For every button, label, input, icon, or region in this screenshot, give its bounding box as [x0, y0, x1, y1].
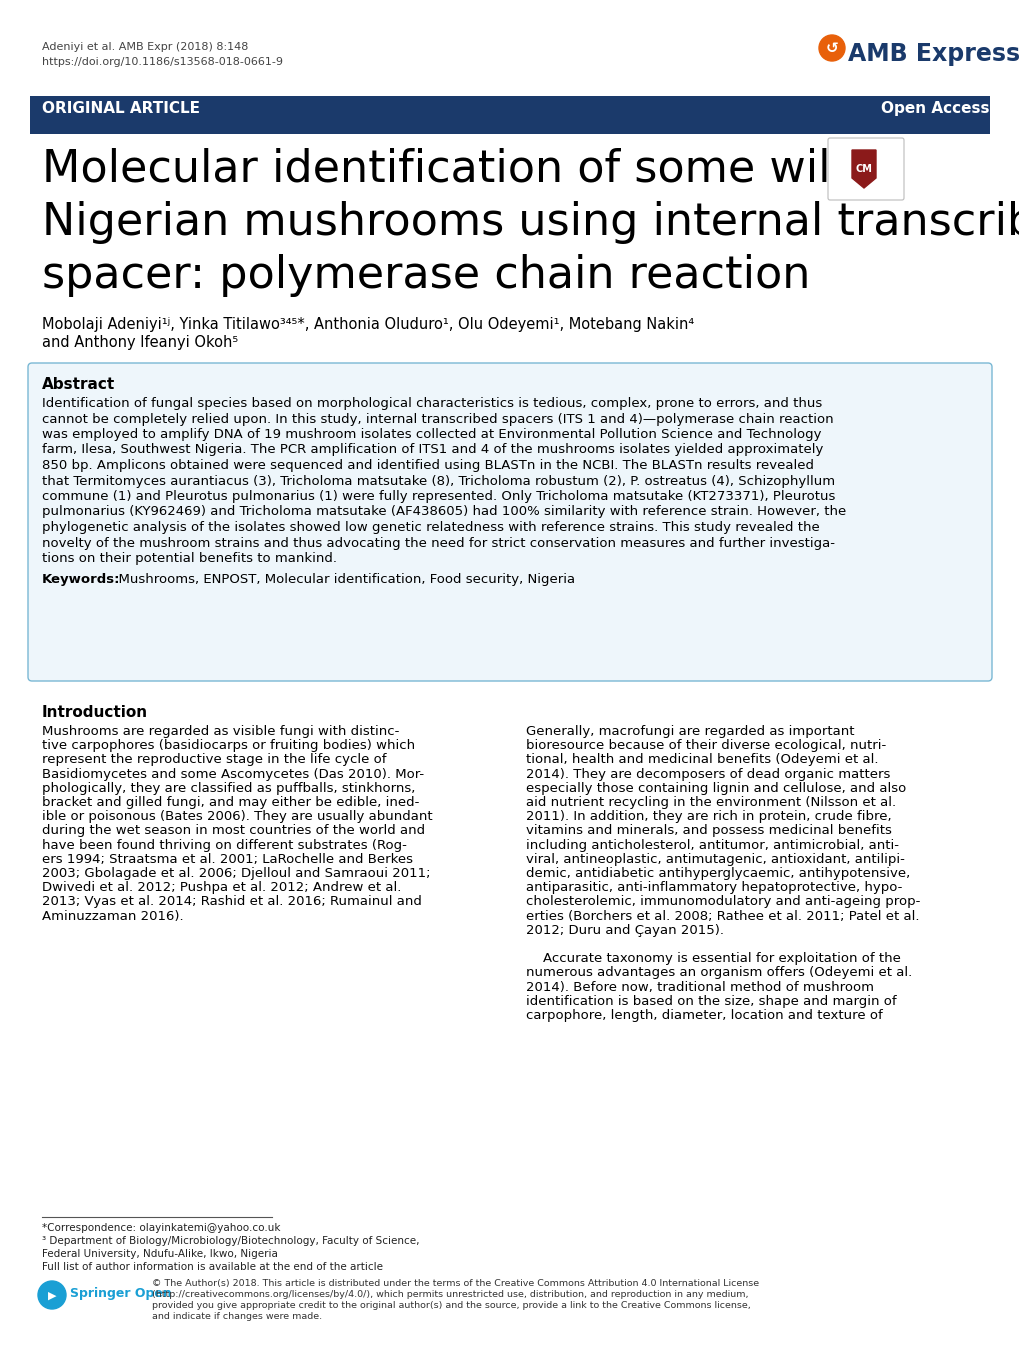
Text: antiparasitic, anti-inflammatory hepatoprotective, hypo-: antiparasitic, anti-inflammatory hepatop…: [526, 881, 902, 894]
Text: including anticholesterol, antitumor, antimicrobial, anti-: including anticholesterol, antitumor, an…: [526, 839, 898, 851]
Text: especially those containing lignin and cellulose, and also: especially those containing lignin and c…: [526, 782, 905, 795]
Text: represent the reproductive stage in the life cycle of: represent the reproductive stage in the …: [42, 753, 386, 767]
Text: bracket and gilled fungi, and may either be edible, ined-: bracket and gilled fungi, and may either…: [42, 795, 419, 809]
Text: *Correspondence: olayinkatemi@yahoo.co.uk: *Correspondence: olayinkatemi@yahoo.co.u…: [42, 1224, 280, 1233]
Circle shape: [818, 35, 844, 61]
Text: phylogenetic analysis of the isolates showed low genetic relatedness with refere: phylogenetic analysis of the isolates sh…: [42, 522, 819, 534]
Text: commune (1) and Pleurotus pulmonarius (1) were fully represented. Only Tricholom: commune (1) and Pleurotus pulmonarius (1…: [42, 491, 835, 503]
Text: Nigerian mushrooms using internal transcribed: Nigerian mushrooms using internal transc…: [42, 201, 1019, 244]
Text: 2011). In addition, they are rich in protein, crude fibre,: 2011). In addition, they are rich in pro…: [526, 810, 891, 824]
Text: 2014). They are decomposers of dead organic matters: 2014). They are decomposers of dead orga…: [526, 767, 890, 780]
FancyBboxPatch shape: [827, 138, 903, 201]
FancyBboxPatch shape: [28, 363, 991, 682]
Text: Mushrooms are regarded as visible fungi with distinc-: Mushrooms are regarded as visible fungi …: [42, 725, 399, 738]
Text: Basidiomycetes and some Ascomycetes (Das 2010). Mor-: Basidiomycetes and some Ascomycetes (Das…: [42, 767, 424, 780]
Text: bioresource because of their diverse ecological, nutri-: bioresource because of their diverse eco…: [526, 740, 886, 752]
Text: and Anthony Ifeanyi Okoh⁵: and Anthony Ifeanyi Okoh⁵: [42, 335, 238, 350]
Text: numerous advantages an organism offers (Odeyemi et al.: numerous advantages an organism offers (…: [526, 966, 911, 980]
Text: ers 1994; Straatsma et al. 2001; LaRochelle and Berkes: ers 1994; Straatsma et al. 2001; LaRoche…: [42, 852, 413, 866]
Text: 2014). Before now, traditional method of mushroom: 2014). Before now, traditional method of…: [526, 981, 873, 993]
Text: carpophore, length, diameter, location and texture of: carpophore, length, diameter, location a…: [526, 1009, 881, 1022]
Text: CrossMark: CrossMark: [842, 190, 889, 199]
Text: (http://creativecommons.org/licenses/by/4.0/), which permits unrestricted use, d: (http://creativecommons.org/licenses/by/…: [152, 1290, 748, 1299]
Text: CM: CM: [855, 164, 871, 173]
Text: that Termitomyces aurantiacus (3), Tricholoma matsutake (8), Tricholoma robustum: that Termitomyces aurantiacus (3), Trich…: [42, 474, 835, 488]
Text: Abstract: Abstract: [42, 377, 115, 392]
Text: Mushrooms, ENPOST, Molecular identification, Food security, Nigeria: Mushrooms, ENPOST, Molecular identificat…: [110, 573, 575, 587]
Text: erties (Borchers et al. 2008; Rathee et al. 2011; Patel et al.: erties (Borchers et al. 2008; Rathee et …: [526, 909, 918, 923]
Text: Adeniyi et al. AMB Expr (2018) 8:148: Adeniyi et al. AMB Expr (2018) 8:148: [42, 42, 249, 51]
Text: Keywords:: Keywords:: [42, 573, 120, 587]
Text: ↺: ↺: [824, 42, 838, 57]
Text: Dwivedi et al. 2012; Pushpa et al. 2012; Andrew et al.: Dwivedi et al. 2012; Pushpa et al. 2012;…: [42, 881, 401, 894]
Text: 850 bp. Amplicons obtained were sequenced and identified using BLASTn in the NCB: 850 bp. Amplicons obtained were sequence…: [42, 459, 813, 472]
Text: tions on their potential benefits to mankind.: tions on their potential benefits to man…: [42, 551, 336, 565]
Text: spacer: polymerase chain reaction: spacer: polymerase chain reaction: [42, 253, 809, 297]
Text: ible or poisonous (Bates 2006). They are usually abundant: ible or poisonous (Bates 2006). They are…: [42, 810, 432, 824]
Text: Generally, macrofungi are regarded as important: Generally, macrofungi are regarded as im…: [526, 725, 854, 738]
Text: Open Access: Open Access: [880, 102, 989, 117]
Text: Springer Open: Springer Open: [70, 1287, 171, 1299]
Text: novelty of the mushroom strains and thus advocating the need for strict conserva: novelty of the mushroom strains and thus…: [42, 537, 835, 550]
Text: ORIGINAL ARTICLE: ORIGINAL ARTICLE: [42, 102, 200, 117]
Text: aid nutrient recycling in the environment (Nilsson et al.: aid nutrient recycling in the environmen…: [526, 795, 896, 809]
Text: https://doi.org/10.1186/s13568-018-0661-9: https://doi.org/10.1186/s13568-018-0661-…: [42, 57, 282, 66]
Text: 2003; Gbolagade et al. 2006; Djelloul and Samraoui 2011;: 2003; Gbolagade et al. 2006; Djelloul an…: [42, 867, 430, 879]
Text: 2013; Vyas et al. 2014; Rashid et al. 2016; Rumainul and: 2013; Vyas et al. 2014; Rashid et al. 20…: [42, 896, 422, 908]
Text: was employed to amplify DNA of 19 mushroom isolates collected at Environmental P: was employed to amplify DNA of 19 mushro…: [42, 428, 820, 440]
Text: pulmonarius (KY962469) and Tricholoma matsutake (AF438605) had 100% similarity w: pulmonarius (KY962469) and Tricholoma ma…: [42, 505, 846, 519]
Text: 2012; Duru and Çayan 2015).: 2012; Duru and Çayan 2015).: [526, 924, 723, 936]
Text: Accurate taxonomy is essential for exploitation of the: Accurate taxonomy is essential for explo…: [526, 953, 900, 965]
Text: Full list of author information is available at the end of the article: Full list of author information is avail…: [42, 1262, 382, 1272]
Text: Federal University, Ndufu-Alike, Ikwo, Nigeria: Federal University, Ndufu-Alike, Ikwo, N…: [42, 1249, 277, 1259]
Text: Introduction: Introduction: [42, 705, 148, 720]
Text: provided you give appropriate credit to the original author(s) and the source, p: provided you give appropriate credit to …: [152, 1301, 750, 1310]
Text: vitamins and minerals, and possess medicinal benefits: vitamins and minerals, and possess medic…: [526, 824, 891, 837]
Text: have been found thriving on different substrates (Rog-: have been found thriving on different su…: [42, 839, 407, 851]
Text: cholesterolemic, immunomodulatory and anti-ageing prop-: cholesterolemic, immunomodulatory and an…: [526, 896, 919, 908]
Bar: [30, 96, 989, 134]
Text: identification is based on the size, shape and margin of: identification is based on the size, sha…: [526, 995, 896, 1008]
Text: demic, antidiabetic antihyperglycaemic, antihypotensive,: demic, antidiabetic antihyperglycaemic, …: [526, 867, 909, 879]
Text: phologically, they are classified as puffballs, stinkhorns,: phologically, they are classified as puf…: [42, 782, 415, 795]
Text: viral, antineoplastic, antimutagenic, antioxidant, antilipi-: viral, antineoplastic, antimutagenic, an…: [526, 852, 904, 866]
Text: Mobolaji Adeniyi¹ʲ, Yinka Titilawo³⁴⁵*, Anthonia Oluduro¹, Olu Odeyemi¹, Moteban: Mobolaji Adeniyi¹ʲ, Yinka Titilawo³⁴⁵*, …: [42, 317, 694, 332]
Text: Molecular identification of some wild: Molecular identification of some wild: [42, 148, 858, 191]
Text: Aminuzzaman 2016).: Aminuzzaman 2016).: [42, 909, 183, 923]
Circle shape: [38, 1280, 66, 1309]
Text: during the wet season in most countries of the world and: during the wet season in most countries …: [42, 824, 425, 837]
Text: cannot be completely relied upon. In this study, internal transcribed spacers (I: cannot be completely relied upon. In thi…: [42, 412, 833, 425]
Text: tional, health and medicinal benefits (Odeyemi et al.: tional, health and medicinal benefits (O…: [526, 753, 877, 767]
Text: AMB Express: AMB Express: [847, 42, 1019, 66]
Text: farm, Ilesa, Southwest Nigeria. The PCR amplification of ITS1 and 4 of the mushr: farm, Ilesa, Southwest Nigeria. The PCR …: [42, 443, 822, 457]
Text: tive carpophores (basidiocarps or fruiting bodies) which: tive carpophores (basidiocarps or fruiti…: [42, 740, 415, 752]
Text: ³ Department of Biology/Microbiology/Biotechnology, Faculty of Science,: ³ Department of Biology/Microbiology/Bio…: [42, 1236, 419, 1247]
Text: © The Author(s) 2018. This article is distributed under the terms of the Creativ: © The Author(s) 2018. This article is di…: [152, 1279, 758, 1289]
Polygon shape: [851, 150, 875, 188]
Text: Identification of fungal species based on morphological characteristics is tedio: Identification of fungal species based o…: [42, 397, 821, 411]
Text: ▶: ▶: [48, 1291, 56, 1301]
Text: and indicate if changes were made.: and indicate if changes were made.: [152, 1312, 322, 1321]
